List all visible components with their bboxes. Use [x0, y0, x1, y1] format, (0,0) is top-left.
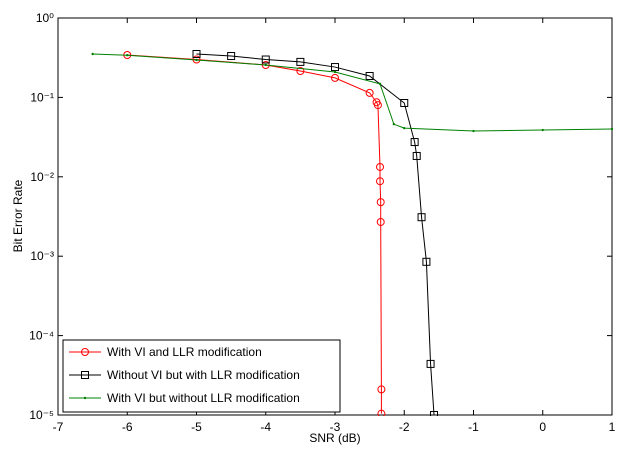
marker [412, 151, 421, 160]
marker [365, 72, 374, 81]
y-tick-label: 10⁻³ [30, 249, 54, 263]
marker [430, 411, 439, 416]
marker [296, 67, 305, 76]
marker [373, 101, 382, 110]
marker [610, 127, 613, 131]
marker [81, 371, 89, 379]
marker [410, 138, 419, 147]
marker [331, 73, 339, 82]
marker [377, 385, 386, 394]
marker [426, 359, 435, 368]
marker [365, 88, 374, 97]
y-tick-label: 10⁰ [36, 11, 54, 25]
x-tick-label: 0 [539, 420, 546, 434]
x-tick-label: -5 [191, 420, 202, 434]
marker [422, 257, 431, 266]
marker [333, 70, 337, 74]
legend-label: Without VI but with LLR modification [107, 368, 300, 382]
x-tick-label: 1 [609, 420, 616, 434]
marker [392, 122, 396, 126]
y-tick-label: 10⁻⁴ [29, 329, 54, 343]
marker [264, 63, 267, 67]
marker [195, 58, 198, 62]
marker [376, 217, 385, 226]
legend-label: With VI but without LLR modification [107, 391, 300, 405]
x-tick-label: -4 [260, 420, 271, 434]
y-axis-label: Bit Error Rate [11, 179, 25, 252]
marker [417, 213, 426, 222]
legend-box [62, 339, 341, 413]
x-tick-label: -2 [399, 420, 410, 434]
marker [192, 50, 201, 59]
legend-label: With VI and LLR modification [107, 345, 262, 359]
marker [227, 52, 236, 61]
marker [126, 54, 129, 57]
x-tick-label: -3 [330, 420, 341, 434]
marker [541, 128, 544, 132]
series-line [196, 53, 435, 416]
marker [296, 57, 305, 66]
x-tick-label: -6 [122, 420, 133, 434]
marker [376, 198, 385, 207]
marker [261, 55, 270, 64]
marker [378, 82, 382, 86]
y-tick-label: 10⁻² [30, 170, 54, 184]
x-tick-label: -1 [468, 420, 479, 434]
marker [377, 409, 386, 416]
marker [403, 126, 406, 130]
y-tick-label: 10⁻¹ [30, 90, 54, 104]
marker [81, 348, 89, 356]
marker [376, 177, 385, 186]
y-tick-label: 10⁻⁵ [29, 408, 54, 422]
marker [472, 129, 475, 133]
x-tick-label: -7 [53, 420, 64, 434]
marker [83, 396, 87, 400]
marker [331, 63, 339, 72]
x-axis-label: SNR (dB) [309, 431, 360, 445]
marker [91, 52, 94, 56]
marker [376, 162, 385, 171]
plot-area [91, 50, 613, 416]
marker [400, 99, 409, 108]
